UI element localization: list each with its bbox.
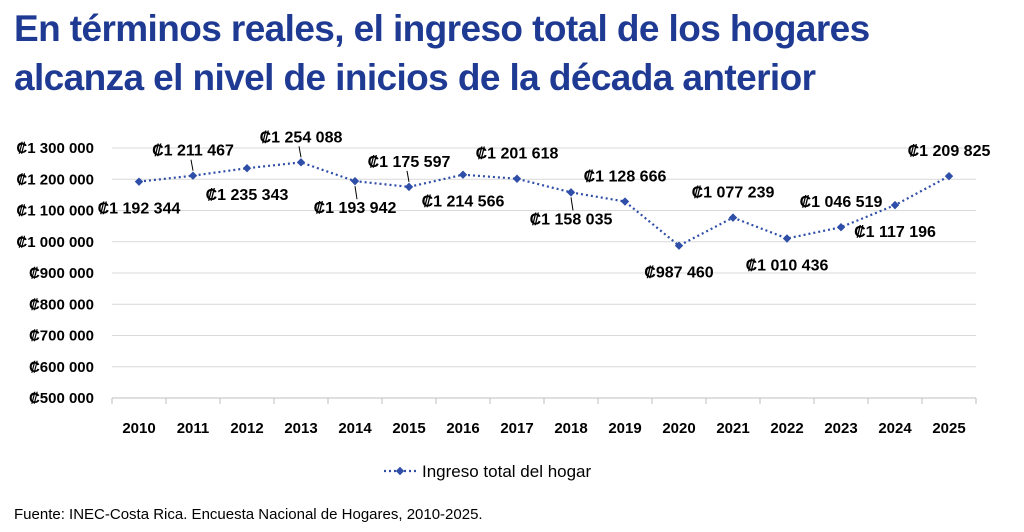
title-line-2: alcanza el nivel de inicios de la década…	[14, 57, 816, 98]
data-point	[728, 213, 738, 222]
data-label: ₡1 211 467	[152, 143, 234, 160]
data-point	[296, 158, 306, 167]
data-label: ₡1 201 618	[476, 146, 559, 163]
data-point	[836, 223, 846, 232]
data-label: ₡987 460	[644, 265, 713, 282]
source-note: Fuente: INEC-Costa Rica. Encuesta Nacion…	[14, 506, 483, 523]
x-tick-label: 2011	[177, 420, 210, 437]
data-labels: ₡1 192 344 ₡1 211 467 ₡1 235 343 ₡1 254 088…	[98, 130, 991, 282]
y-axis: ₡500 000 ₡600 000 ₡700 000 ₡800 000 ₡900 000…	[16, 140, 94, 407]
x-tick-label: 2015	[392, 420, 425, 437]
data-label: ₡1 158 035	[530, 211, 613, 228]
x-tick-label: 2012	[230, 420, 263, 437]
y-tick-label: ₡1 300 000	[16, 140, 94, 157]
x-tick-label: 2014	[338, 420, 372, 437]
data-label: ₡1 046 519	[800, 194, 883, 211]
y-tick-label: ₡800 000	[29, 296, 94, 313]
x-tick-label: 2019	[608, 420, 641, 437]
x-tick-label: 2020	[662, 420, 695, 437]
data-label: ₡1 117 196	[854, 224, 936, 241]
data-label: ₡1 209 825	[908, 143, 991, 160]
legend: Ingreso total del hogar	[384, 462, 592, 481]
x-tick-label: 2023	[824, 420, 857, 437]
x-tick-label: 2016	[446, 420, 479, 437]
data-label: ₡1 128 666	[584, 169, 667, 186]
y-tick-label: ₡1 200 000	[16, 171, 94, 188]
data-point	[188, 171, 198, 180]
y-tick-label: ₡1 000 000	[16, 234, 94, 251]
gridlines	[112, 147, 976, 399]
data-point	[782, 234, 792, 243]
data-point	[566, 188, 576, 197]
data-point	[350, 176, 360, 186]
data-label-leader	[190, 159, 194, 171]
data-label: ₡1 254 088	[260, 130, 343, 146]
data-point	[242, 164, 252, 173]
y-tick-label: ₡900 000	[29, 265, 94, 282]
x-tick-label: 2010	[122, 420, 155, 437]
y-tick-label: ₡500 000	[29, 390, 94, 407]
legend-label: Ingreso total del hogar	[422, 462, 592, 481]
data-point	[890, 200, 900, 210]
data-label-leader	[406, 170, 410, 182]
title-line-1: En términos reales, el ingreso total de …	[14, 8, 870, 49]
series-line	[134, 158, 954, 250]
x-tick-label: 2024	[878, 420, 912, 437]
data-label-leader	[570, 197, 574, 211]
x-tick-label: 2021	[716, 420, 749, 437]
data-label: ₡1 077 239	[692, 185, 775, 202]
data-point	[620, 197, 630, 206]
x-tick-label: 2017	[500, 420, 533, 437]
data-label: ₡1 214 566	[422, 194, 505, 211]
data-point	[404, 182, 414, 192]
data-label-leader	[354, 186, 358, 200]
data-label: ₡1 192 344	[98, 201, 181, 218]
chart-title: En términos reales, el ingreso total de …	[14, 4, 1014, 102]
x-axis: 2010 2011 2012 2013 2014 2015 2016 2017 2018 2019…	[111, 398, 977, 437]
data-point	[512, 174, 522, 183]
x-tick-label: 2022	[770, 420, 803, 437]
data-label: ₡1 010 436	[746, 257, 829, 274]
data-label: ₡1 175 597	[368, 154, 451, 171]
data-point	[134, 177, 144, 186]
y-tick-label: ₡700 000	[29, 328, 94, 345]
x-tick-label: 2018	[554, 420, 587, 437]
y-tick-label: ₡1 100 000	[16, 203, 94, 220]
legend-marker	[395, 466, 405, 476]
data-point	[458, 170, 468, 179]
series-line-path	[138, 161, 950, 247]
data-label: ₡1 193 942	[314, 200, 397, 217]
x-tick-label: 2013	[284, 420, 317, 437]
data-point	[674, 241, 684, 250]
x-tick-label: 2025	[932, 420, 965, 437]
data-point	[944, 171, 954, 181]
y-tick-label: ₡600 000	[29, 359, 94, 376]
data-label-leader	[298, 146, 302, 158]
line-chart: ₡500 000 ₡600 000 ₡700 000 ₡800 000 ₡900 000…	[16, 130, 991, 481]
data-label: ₡1 235 343	[206, 187, 289, 204]
